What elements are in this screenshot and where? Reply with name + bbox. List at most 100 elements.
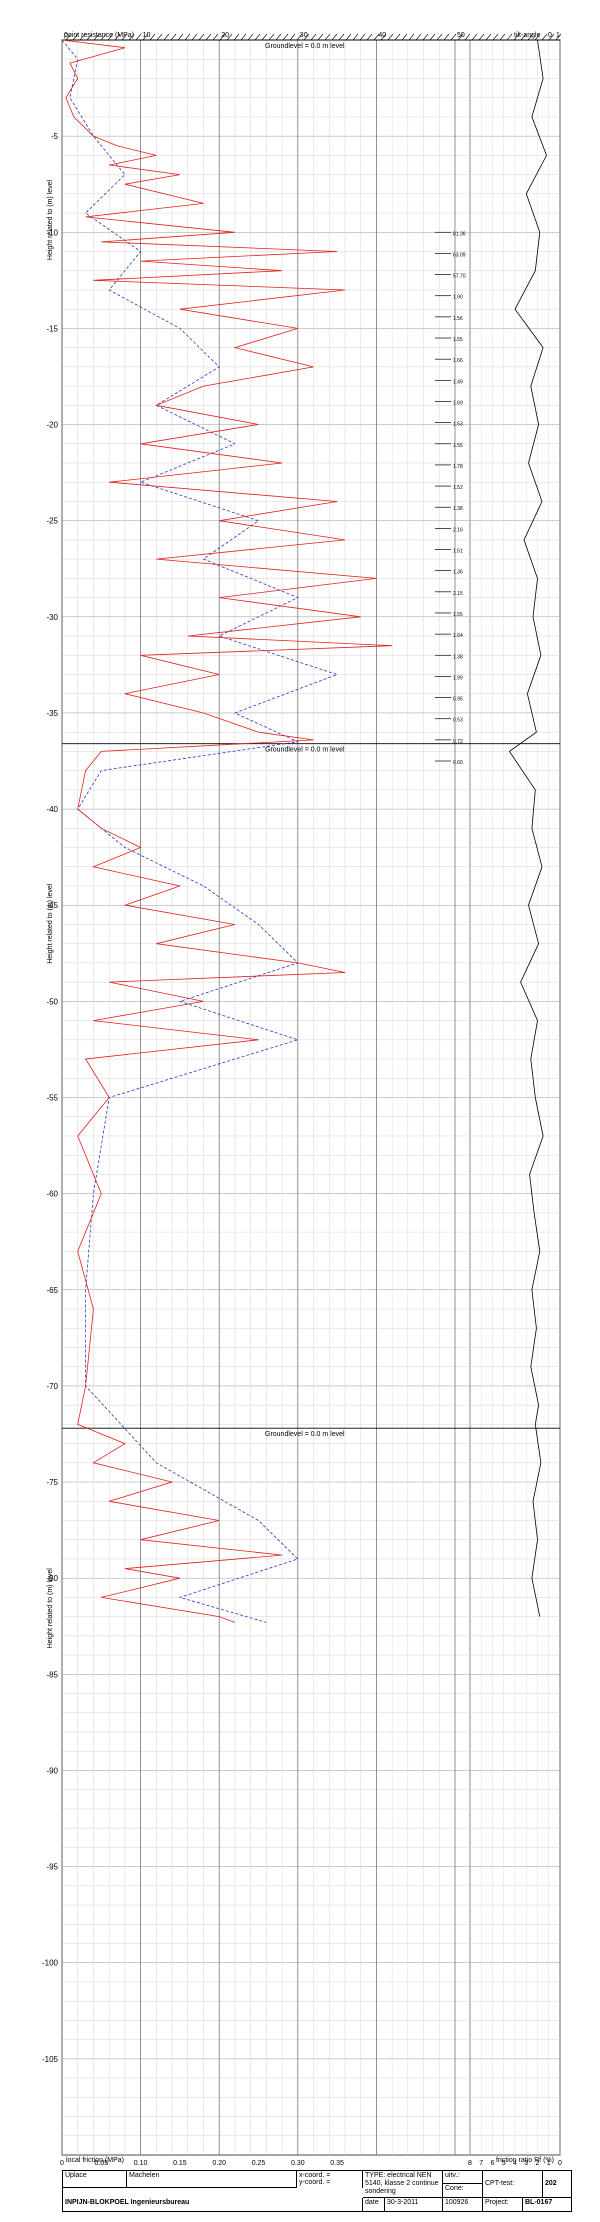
ground-hatch	[429, 33, 436, 41]
fs-tick-label: 0.10	[134, 2160, 148, 2167]
ground-hatch	[541, 33, 548, 41]
qc-tick-label: 50	[457, 32, 465, 39]
ground-hatch	[485, 33, 492, 41]
ground-hatch	[310, 33, 317, 41]
cone-number: 100926	[443, 2198, 483, 2212]
angle-tick-label: 1	[556, 32, 560, 39]
tilt-angle-axis-title: tilt-angle	[514, 32, 541, 39]
ground-hatch	[464, 33, 471, 41]
qc-tick-label: 40	[378, 32, 386, 39]
local-friction-axis-title: local friction (MPa)	[66, 2157, 124, 2164]
location-value: Machelen	[127, 2171, 297, 2188]
ground-hatch	[303, 33, 310, 41]
project-value: BL-0167	[525, 2199, 553, 2206]
annotation-label: 1.52	[453, 485, 463, 491]
depth-tick-label: -70	[46, 1382, 58, 1391]
groundlevel-label: Groundlevel = 0.0 m level	[265, 43, 345, 50]
x-coord: x-coord. =	[299, 2172, 331, 2179]
annotation-label: 1.49	[453, 379, 463, 385]
annotation-label: 1.55	[453, 337, 463, 343]
ground-hatch	[317, 33, 324, 41]
annotation-label: 57.70	[453, 274, 466, 280]
annotation-label: 1.66	[453, 358, 463, 364]
depth-tick-label: -45	[46, 901, 58, 910]
ground-hatch	[520, 33, 527, 41]
annotation-label: 0.95	[453, 697, 463, 703]
ground-hatch	[268, 33, 275, 41]
ground-hatch	[408, 33, 415, 41]
ground-hatch	[135, 33, 142, 41]
annotation-label: 63.09	[453, 252, 466, 258]
ground-hatch	[163, 33, 170, 41]
rf-tick-label: 0	[558, 2160, 562, 2167]
ground-hatch	[359, 33, 366, 41]
cpt-value: 202	[543, 2171, 571, 2198]
rf-tick-label: 8	[468, 2160, 472, 2167]
ground-hatch	[247, 33, 254, 41]
annotation-label: 81.36	[453, 231, 466, 237]
depth-tick-label: -105	[42, 2055, 59, 2064]
depth-tick-label: -30	[46, 613, 58, 622]
ground-hatch	[548, 33, 555, 41]
qc-tick-label: 20	[221, 32, 229, 39]
depth-tick-label: -65	[46, 1286, 58, 1295]
y-axis-title: Height related to (m) level	[47, 1568, 54, 1649]
date-label: date	[363, 2198, 385, 2212]
rf-tick-label: 4	[513, 2160, 517, 2167]
ground-hatch	[156, 33, 163, 41]
friction-ratio-axis-title: friction ratio Rf (%)	[496, 2157, 554, 2164]
depth-tick-label: -20	[46, 421, 58, 430]
annotation-label: 2.16	[453, 527, 463, 533]
annotation-label: 1.56	[453, 316, 463, 322]
depth-tick-label: -50	[46, 997, 58, 1006]
ground-hatch	[79, 33, 86, 41]
ground-hatch	[254, 33, 261, 41]
ground-hatch	[184, 33, 191, 41]
fs-tick-label: 0.15	[173, 2160, 187, 2167]
ground-hatch	[450, 33, 457, 41]
rf-tick-label: 7	[479, 2160, 483, 2167]
ground-hatch	[114, 33, 121, 41]
ground-hatch	[233, 33, 240, 41]
annotation-label: 1.90	[453, 295, 463, 301]
y-coord: y-coord. =	[299, 2179, 331, 2186]
ground-hatch	[219, 33, 226, 41]
series-local-friction	[61, 39, 339, 1623]
depth-tick-label: -60	[46, 1190, 58, 1199]
depth-tick-label: -5	[51, 132, 59, 141]
ground-hatch	[478, 33, 485, 41]
ground-hatch	[149, 33, 156, 41]
ground-hatch	[65, 33, 72, 41]
ground-hatch	[373, 33, 380, 41]
annotation-label: 1.53	[453, 422, 463, 428]
ground-hatch	[338, 33, 345, 41]
ground-hatch	[415, 33, 422, 41]
ground-hatch	[282, 33, 289, 41]
y-axis-title: Height related to (m) level	[47, 883, 54, 964]
annotation-label: 1.78	[453, 464, 463, 470]
fs-tick-label: 0.05	[94, 2160, 108, 2167]
cpt-label: CPT-test:	[483, 2171, 543, 2198]
fs-tick-label: 0.20	[212, 2160, 226, 2167]
ground-hatch	[289, 33, 296, 41]
ground-hatch	[261, 33, 268, 41]
fs-tick-label: 0.25	[252, 2160, 266, 2167]
ground-hatch	[394, 33, 401, 41]
groundlevel-label: Groundlevel = 0.0 m level	[265, 747, 345, 754]
qc-tick-label: 0	[64, 32, 68, 39]
ground-hatch	[93, 33, 100, 41]
ground-hatch	[240, 33, 247, 41]
ground-hatch	[205, 33, 212, 41]
ground-hatch	[380, 33, 387, 41]
depth-tick-label: -15	[46, 324, 58, 333]
ground-hatch	[107, 33, 114, 41]
annotation-label: 1.38	[453, 654, 463, 660]
ground-hatch	[170, 33, 177, 41]
fs-tick-label: 0.35	[330, 2160, 344, 2167]
depth-tick-label: -40	[46, 805, 58, 814]
ground-hatch	[527, 33, 534, 41]
annotation-label: 0.53	[453, 718, 463, 724]
depth-tick-label: -25	[46, 517, 58, 526]
annotation-label: 1.64	[453, 633, 463, 639]
